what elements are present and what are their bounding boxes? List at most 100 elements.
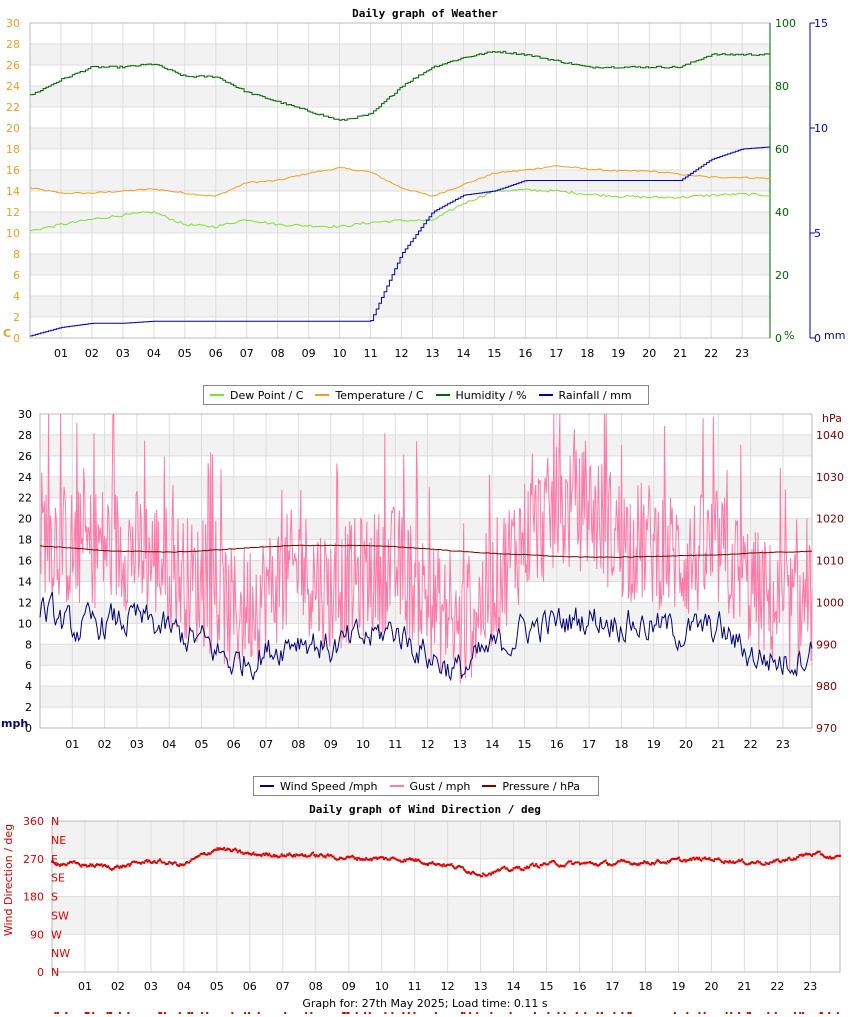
direction-point [262,852,265,855]
direction-point [559,864,562,867]
direction-point [366,858,369,861]
direction-point [63,863,66,866]
x-tick-label: 04 [177,980,191,993]
x-tick-label: 10 [375,980,389,993]
direction-point [106,865,109,868]
direction-point [228,848,231,851]
y-tick-label: 20 [6,122,20,135]
direction-point [700,859,703,862]
direction-point [392,856,395,859]
calm-marker [575,1012,578,1014]
direction-point [398,859,401,862]
y-tick-label: 6 [25,659,32,672]
direction-point [380,856,383,859]
dewpoint-line [29,188,771,232]
direction-point [466,871,469,874]
direction-point [55,864,58,867]
direction-point [397,859,400,862]
y-axis-unit: C [3,327,11,340]
y-tick-label: 12 [18,596,32,609]
x-tick-label: 04 [147,347,161,360]
direction-point [661,861,664,864]
calm-marker [413,1012,416,1014]
direction-point [613,863,616,866]
y-tick-label: 4 [13,290,20,303]
direction-point [80,865,83,868]
direction-point [112,867,115,870]
direction-point [79,864,82,867]
direction-point [342,858,345,861]
direction-point [213,849,216,852]
direction-point [473,871,476,874]
calm-marker [163,1012,166,1014]
direction-point [475,873,478,876]
direction-point [334,858,337,861]
calm-marker [836,1012,839,1014]
direction-point [734,861,737,864]
direction-point [665,862,668,865]
direction-point [682,859,685,862]
direction-point [491,871,494,874]
direction-point [762,863,765,866]
direction-point [216,847,219,850]
direction-point [362,858,365,861]
direction-point [146,860,149,863]
direction-point [488,872,491,875]
direction-point [558,865,561,868]
direction-point [395,858,398,861]
direction-point [382,856,384,859]
direction-point [51,860,53,863]
x-tick-label: 08 [291,738,305,751]
direction-point [781,859,784,862]
direction-point [656,858,659,861]
direction-point [827,857,830,860]
direction-point [171,863,174,866]
y-tick-label: 12 [6,206,20,219]
direction-point [116,864,119,867]
direction-point [832,857,835,860]
direction-point [706,857,709,860]
calm-marker [533,1012,536,1014]
direction-point [496,868,499,871]
direction-point [375,856,378,859]
direction-point [789,858,792,861]
direction-point [769,861,772,864]
direction-point [541,863,544,866]
direction-point [810,855,813,857]
calm-marker [509,1012,512,1014]
direction-point [130,861,133,864]
calm-marker [793,1012,796,1014]
direction-point [778,860,781,863]
direction-point [182,864,185,867]
direction-point [349,855,352,858]
direction-point [715,858,718,861]
direction-point [56,862,59,865]
direction-point [282,854,285,857]
direction-point [701,857,704,860]
direction-point [208,853,211,855]
direction-point [504,867,507,870]
direction-point [725,860,728,863]
direction-point [451,865,454,868]
direction-point [105,865,107,868]
direction-point [374,856,377,859]
direction-point [236,851,239,854]
direction-point [651,861,653,864]
direction-point [675,857,678,860]
calm-marker [231,1012,234,1014]
direction-point [676,857,679,860]
direction-point [325,854,328,857]
direction-point [270,855,273,858]
direction-point [495,869,498,872]
direction-point [421,862,424,865]
calm-marker [490,1012,493,1014]
direction-point [249,852,252,855]
direction-point [691,857,694,860]
direction-point [774,859,777,862]
direction-point [136,861,139,864]
direction-point [647,862,650,865]
direction-point [62,862,65,865]
direction-point [620,858,623,861]
y-tick-label: 28 [6,38,20,51]
direction-point [554,861,557,864]
